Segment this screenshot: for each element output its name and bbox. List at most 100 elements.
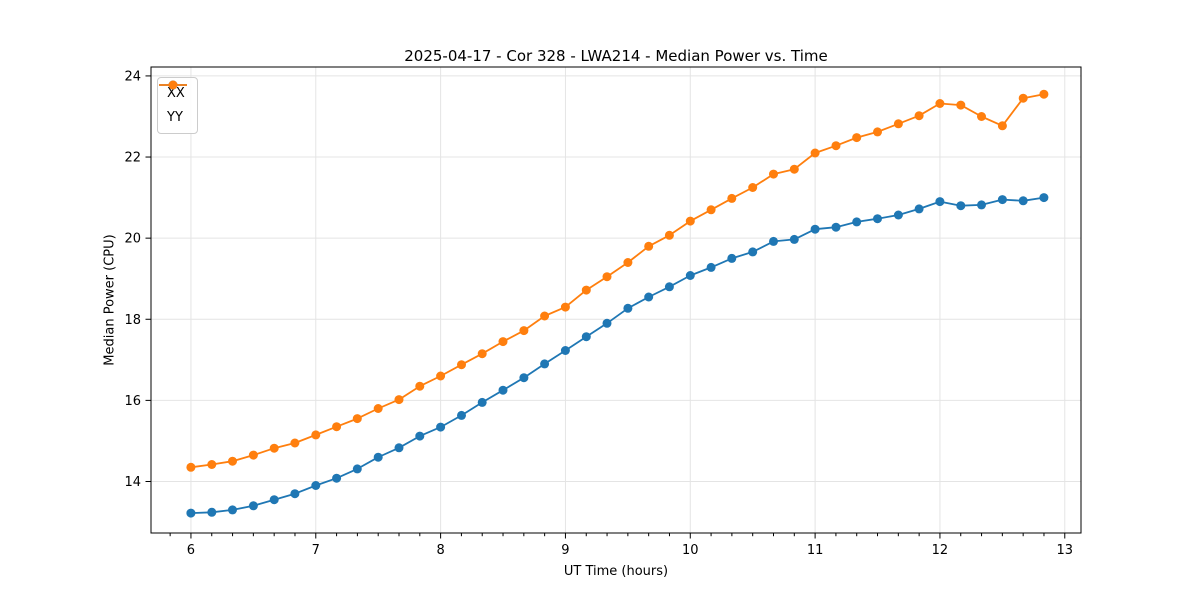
data-point-yy [352, 414, 362, 424]
data-point-yy [748, 183, 758, 192]
data-point-yy [581, 285, 591, 295]
data-point-yy [207, 460, 217, 469]
data-point-xx [727, 253, 737, 263]
data-point-yy [186, 462, 196, 472]
y-tick-label: 20 [124, 232, 141, 247]
data-point-yy [311, 430, 321, 440]
data-point-xx [352, 464, 362, 474]
data-point-yy [540, 311, 550, 321]
data-point-yy [873, 127, 882, 137]
data-point-xx [831, 222, 841, 232]
series-yy-line [190, 93, 1045, 469]
data-point-xx [685, 271, 695, 280]
data-point-yy [457, 360, 466, 370]
x-axis-label: UT Time (hours) [563, 564, 669, 579]
data-point-yy [498, 337, 508, 347]
data-point-xx [332, 473, 342, 483]
data-point-yy [560, 302, 570, 312]
data-point-xx [706, 262, 716, 272]
data-point-yy [935, 99, 945, 108]
data-point-xx [248, 501, 258, 511]
data-point-yy [914, 111, 924, 121]
x-tick-label: 6 [187, 543, 195, 558]
legend-label-xx: XX [167, 86, 185, 101]
data-point-yy [477, 349, 487, 359]
x-tick-label: 13 [1056, 543, 1073, 558]
y-tick-label: 24 [124, 69, 141, 84]
data-point-yy [956, 100, 966, 110]
data-point-xx [623, 303, 633, 313]
data-point-xx [560, 346, 570, 355]
data-point-yy [810, 148, 820, 158]
data-point-xx [311, 481, 321, 490]
data-point-yy [1039, 89, 1049, 99]
data-point-xx [457, 410, 466, 420]
data-point-yy [290, 438, 300, 448]
data-point-xx [394, 443, 404, 453]
data-point-yy [1018, 93, 1028, 103]
y-tick-label: 14 [124, 475, 141, 490]
data-point-xx [873, 214, 882, 224]
data-point-xx [228, 505, 237, 515]
data-point-yy [269, 443, 279, 453]
data-point-xx [769, 236, 778, 246]
data-point-xx [186, 508, 196, 518]
data-point-xx [977, 200, 986, 210]
legend-label-yy: YY [167, 110, 183, 125]
data-point-xx [664, 282, 674, 292]
data-point-xx [519, 373, 529, 383]
data-point-xx [415, 431, 425, 441]
legend-item-yy: YY [159, 80, 187, 128]
data-point-yy [727, 193, 737, 203]
data-point-xx [852, 217, 862, 227]
data-point-yy [977, 112, 986, 121]
data-point-yy [706, 205, 716, 215]
data-point-xx [498, 385, 508, 395]
data-point-xx [269, 495, 279, 505]
y-tick-label: 22 [124, 151, 141, 166]
x-tick-label: 8 [436, 543, 444, 558]
data-point-xx [789, 234, 799, 244]
data-point-yy [519, 326, 529, 336]
data-point-yy [769, 169, 778, 179]
data-point-yy [644, 241, 654, 251]
data-point-xx [373, 452, 383, 462]
x-tick-label: 11 [807, 543, 824, 558]
data-point-xx [997, 195, 1007, 205]
data-point-yy [664, 230, 674, 240]
data-point-yy [685, 216, 695, 226]
y-tick-label: 18 [124, 313, 141, 328]
data-point-yy [602, 272, 612, 282]
data-point-xx [1039, 193, 1049, 203]
data-point-yy [436, 371, 446, 381]
data-point-xx [540, 359, 550, 369]
legend: XX YY [157, 77, 198, 134]
legend-swatch-yy-icon [159, 80, 187, 90]
data-point-xx [956, 201, 966, 211]
data-point-yy [623, 258, 633, 267]
data-point-yy [248, 450, 258, 460]
data-point-yy [415, 381, 425, 391]
x-tick-label: 10 [682, 543, 699, 558]
x-tick-label: 9 [561, 543, 569, 558]
data-point-yy [997, 121, 1007, 131]
data-point-xx [207, 507, 217, 517]
data-point-yy [228, 456, 237, 466]
data-point-yy [789, 164, 799, 174]
data-point-xx [602, 318, 612, 328]
x-tick-label: 7 [312, 543, 320, 558]
data-point-xx [436, 422, 446, 432]
y-tick-label: 16 [124, 394, 141, 409]
data-point-xx [893, 210, 903, 220]
x-tick-label: 12 [932, 543, 949, 558]
data-point-yy [373, 404, 383, 413]
data-point-xx [914, 204, 924, 214]
data-point-yy [852, 133, 862, 143]
chart-title: 2025-04-17 - Cor 328 - LWA214 - Median P… [404, 47, 828, 65]
data-point-xx [810, 224, 820, 234]
data-point-yy [893, 119, 903, 129]
data-point-yy [394, 395, 404, 405]
data-point-xx [644, 292, 654, 302]
